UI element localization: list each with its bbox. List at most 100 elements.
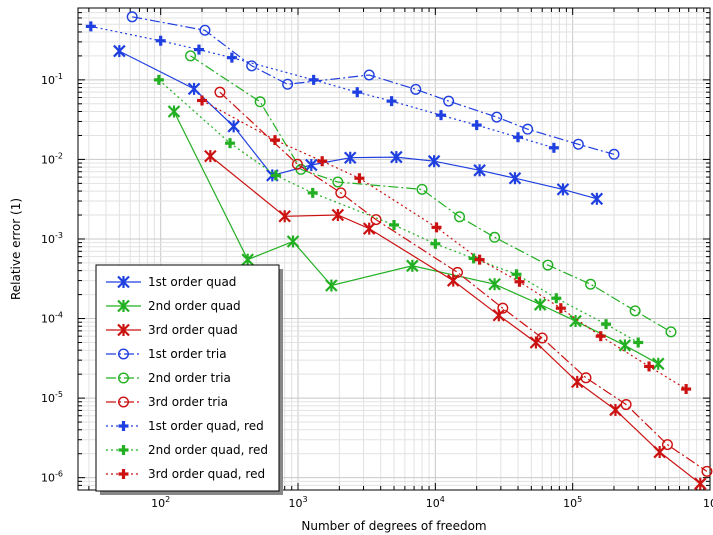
x-tick-label: 103 (288, 495, 307, 510)
marker-circle (254, 96, 266, 108)
axis-ticks (78, 7, 711, 491)
data-point (278, 209, 291, 223)
data-point (431, 222, 442, 233)
y-tick-exponent: -3 (55, 231, 63, 240)
data-point (644, 361, 655, 372)
data-point (551, 293, 562, 304)
data-point (246, 60, 258, 72)
y-tick-labels: 10-110-210-310-410-510-6 (41, 72, 63, 485)
data-point (601, 319, 612, 330)
x-tick-base: 10 (288, 497, 302, 510)
data-point (363, 69, 375, 81)
series-line (132, 16, 615, 155)
data-point (701, 465, 713, 477)
data-point (343, 151, 357, 165)
marker-circle (126, 11, 138, 23)
data-point (694, 477, 707, 490)
marker-circle (214, 86, 226, 98)
series-layer (85, 11, 713, 490)
legend-item: 2nd order quad, red (106, 443, 268, 457)
data-point (661, 439, 673, 451)
legend-label: 1st order quad, red (148, 419, 264, 433)
x-tick-exponent: 2 (165, 495, 170, 504)
marker-circle (454, 211, 466, 223)
series-3 (204, 149, 707, 490)
data-point (491, 111, 503, 123)
marker-circle (199, 24, 211, 36)
legend-item: 1st order quad (106, 275, 236, 289)
y-tick-base: 10 (41, 233, 55, 246)
marker-circle (452, 266, 464, 278)
marker-circle (291, 158, 303, 170)
legend-label: 3rd order tria (148, 395, 228, 409)
y-tick-exponent: -5 (55, 390, 63, 399)
data-point (511, 269, 522, 280)
data-point (522, 123, 534, 135)
data-point (386, 96, 397, 107)
data-point (555, 303, 566, 314)
data-point (325, 279, 338, 292)
data-point (204, 149, 217, 163)
data-point (629, 305, 641, 317)
data-point (193, 44, 204, 55)
data-point (307, 187, 318, 198)
series-line (119, 50, 598, 200)
marker-circle (335, 187, 347, 199)
marker-circle (620, 399, 632, 411)
data-point (197, 95, 208, 106)
marker-circle (536, 332, 548, 344)
data-point (556, 183, 570, 196)
legend-item: 3rd order tria (106, 395, 228, 409)
data-point (633, 337, 644, 348)
series-line (210, 155, 701, 485)
x-tick-base: 10 (563, 497, 577, 510)
data-point (282, 78, 294, 90)
data-point (352, 87, 363, 98)
series-line (219, 91, 708, 472)
data-point (317, 156, 328, 167)
series-8 (153, 74, 644, 348)
data-point (291, 158, 303, 170)
legend-label: 3rd order quad, red (148, 467, 265, 481)
data-point (270, 170, 281, 181)
series-line (190, 55, 672, 333)
series-6 (214, 86, 713, 477)
y-tick-base: 10 (41, 153, 55, 166)
x-tick-exponent: 3 (302, 495, 307, 504)
y-tick-label: 10-5 (41, 390, 63, 405)
x-tick-base: 10 (426, 497, 440, 510)
marker-circle (282, 78, 294, 90)
data-point (153, 74, 164, 85)
x-tick-label: 10 (703, 497, 713, 510)
data-point (590, 192, 604, 206)
data-point (452, 266, 464, 278)
legend-label: 3rd order quad (148, 323, 238, 337)
data-point (113, 44, 126, 58)
data-point (529, 336, 543, 349)
marker-circle (117, 348, 129, 360)
marker-circle (585, 278, 597, 290)
legend: 1st order quad 2nd order quad 3rd order qu… (95, 264, 283, 495)
y-tick-label: 10-2 (41, 151, 63, 166)
marker-circle (665, 326, 677, 338)
data-point (362, 222, 376, 235)
data-point (199, 24, 211, 36)
x-axis-title: Number of degrees of freedom (301, 519, 486, 533)
data-point (572, 138, 584, 150)
data-point (681, 384, 692, 395)
x-tick-base: 10 (703, 497, 713, 510)
data-point (335, 187, 347, 199)
data-point (85, 21, 96, 32)
marker-circle (491, 111, 503, 123)
data-point (443, 95, 455, 107)
data-point (430, 238, 441, 249)
data-point (471, 120, 482, 131)
x-tick-label: 104 (426, 495, 445, 510)
data-point (665, 326, 677, 338)
legend-item: 1st order tria (106, 347, 227, 361)
marker-circle (629, 305, 641, 317)
data-point (653, 445, 666, 459)
legend-label: 2nd order quad, red (148, 443, 268, 457)
marker-circle (410, 83, 422, 95)
data-point (270, 135, 281, 146)
